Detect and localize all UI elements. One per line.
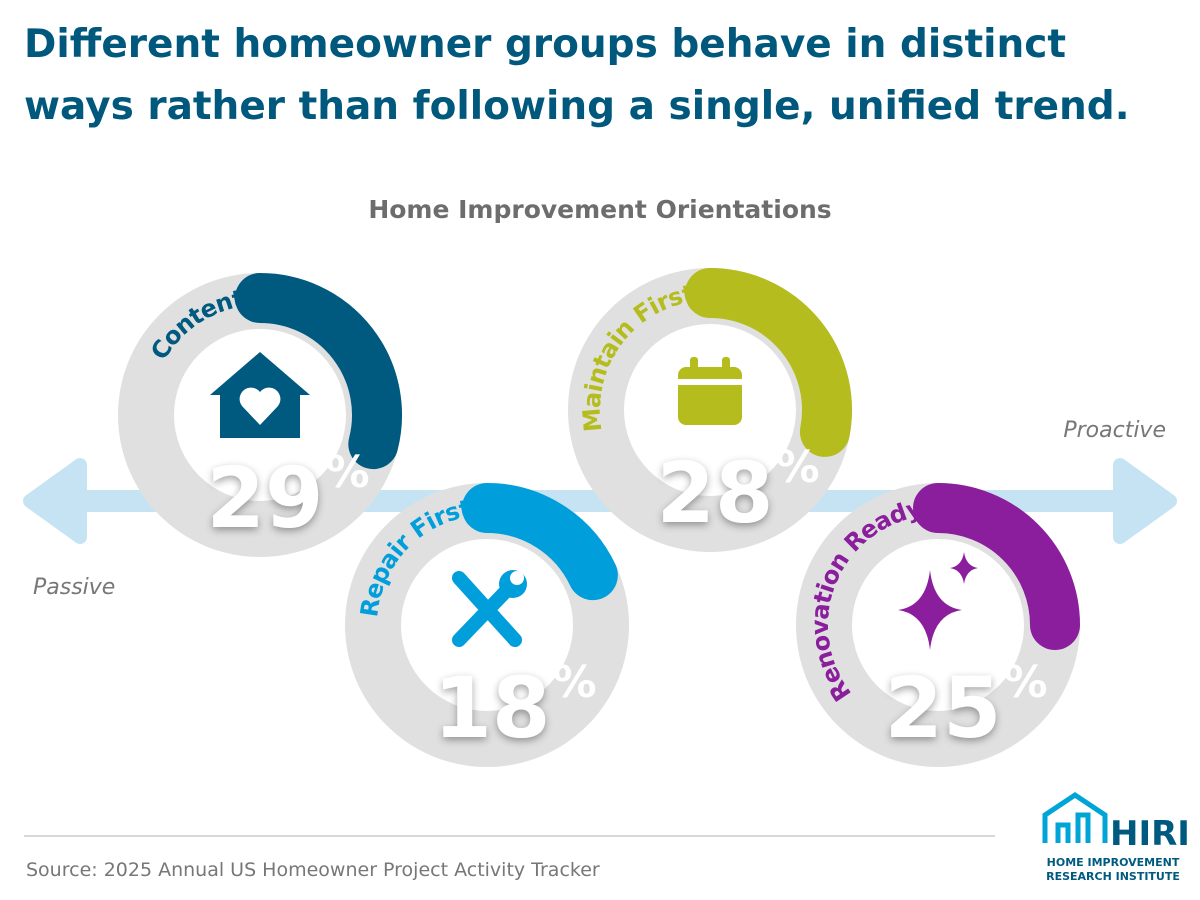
value-unit: % [325,447,369,498]
icon [678,357,742,425]
source: Source: 2025 Annual US Homeowner Project… [26,859,600,881]
donut-hole [401,539,573,711]
donut-arc [462,483,618,601]
icon [898,552,978,650]
axis-label-left: Passive [33,575,115,600]
value-unit: % [1003,657,1047,708]
donut-arc [685,268,852,457]
value-label: 18 [434,659,551,757]
logo-name: HIRI [1110,814,1190,854]
axis-label-right: Proactive [1063,418,1166,443]
icon [210,352,310,438]
value-unit: % [775,442,819,493]
value-label: 29 [207,449,324,547]
logo: HIRI HOME IMPROVEMENT RESEARCH INSTITUTE [1042,791,1190,883]
value-label: 28 [657,444,774,542]
donut-arc [913,483,1080,650]
icon [452,570,527,647]
logo-line: HOME IMPROVEMENT [1047,856,1180,869]
value-unit: % [552,657,596,708]
value-label: 25 [885,659,1002,757]
donut-arc [235,273,402,470]
logo-line: RESEARCH INSTITUTE [1046,870,1180,883]
title-line: Different homeowner groups behave in dis… [24,22,1066,67]
title-line: ways rather than following a single, uni… [24,84,1130,129]
donut-hole [852,539,1024,711]
subtitle: Home Improvement Orientations [368,195,831,224]
